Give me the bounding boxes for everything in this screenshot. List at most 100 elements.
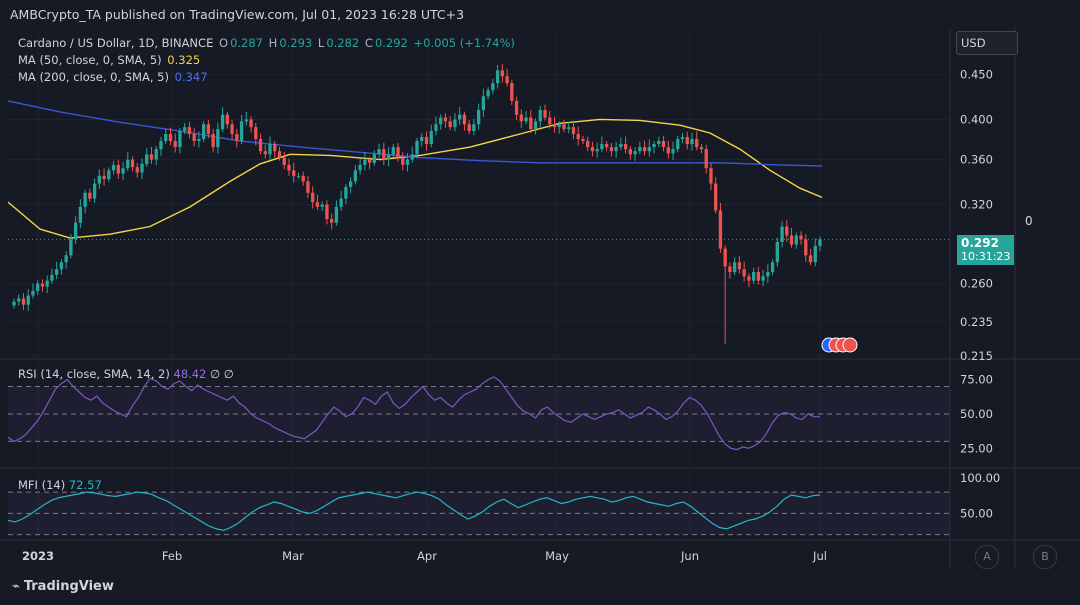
candle-body [405, 159, 410, 165]
candle-body [652, 144, 656, 148]
candle-body [396, 147, 400, 158]
candle-body [145, 154, 149, 164]
high-value: 0.293 [279, 36, 313, 50]
candle-body [353, 170, 358, 182]
candle-body [45, 280, 49, 287]
candle-body [443, 117, 448, 122]
time-tick-label: Jul [812, 549, 827, 563]
time-tick-label: Jun [680, 549, 699, 563]
candle-body [514, 100, 519, 115]
candle-body [642, 147, 647, 152]
candle-body [372, 154, 376, 163]
candle-body [704, 149, 708, 169]
candle-body [311, 192, 315, 203]
symbol-name: Cardano / US Dollar, 1D, BINANCE [18, 36, 214, 50]
currency-selector[interactable]: USD [956, 31, 1018, 55]
mfi-label: MFI (14) [18, 478, 66, 492]
price-tick-label: 0.360 [960, 153, 993, 167]
candle-body [334, 206, 339, 223]
candle-body [424, 136, 429, 145]
candle-body [510, 83, 514, 101]
candle-body [211, 134, 215, 148]
candle-body [83, 192, 87, 207]
candle-body [789, 235, 794, 245]
candle-body [458, 114, 462, 120]
rsi-tick-label: 25.00 [960, 441, 993, 455]
bar-countdown: 10:31:23 [961, 250, 1011, 263]
ma50-label: MA (50, close, 0, SMA, 5) [18, 53, 162, 67]
candle-body [140, 163, 144, 173]
high-label: H [268, 36, 278, 50]
candle-body [88, 192, 92, 199]
rsi-line [7, 376, 820, 451]
last-price: 0.292 [961, 236, 999, 250]
candle-body [751, 272, 756, 281]
brand-text: TradingView [23, 579, 114, 594]
candle-body [348, 181, 353, 188]
ma200-value: 0.347 [174, 70, 208, 84]
candle-body [661, 141, 666, 148]
candle-body [235, 134, 239, 142]
candle-body [216, 129, 220, 148]
b-scale-button[interactable]: B [1033, 545, 1057, 569]
candle-body [590, 147, 595, 152]
candle-body [154, 149, 158, 160]
candle-body [410, 154, 414, 160]
candle-body [728, 266, 732, 273]
candle-body [320, 204, 324, 207]
candle-body [808, 255, 813, 263]
candle-body [287, 164, 291, 171]
price-tick-label: 0.260 [960, 277, 993, 291]
candle-body [552, 124, 557, 128]
candle-body [40, 283, 45, 287]
candle-body [130, 159, 135, 168]
candle-body [102, 175, 106, 180]
auto-scale-button[interactable]: A [975, 545, 999, 569]
rsi-label: RSI (14, close, SMA, 14, 2) [18, 367, 170, 381]
candle-body [439, 117, 443, 125]
candle-body [623, 144, 628, 150]
candle-body [770, 262, 775, 273]
candle-body [529, 117, 533, 130]
candle-body [292, 170, 296, 176]
close-value: 0.292 [374, 36, 408, 50]
mfi-value: 72.57 [68, 478, 102, 492]
candle-body [386, 154, 391, 160]
candle-body [699, 147, 704, 150]
candle-body [595, 149, 599, 152]
candle-body [481, 96, 486, 111]
candle-body [657, 141, 661, 145]
rsi-extra: ∅ ∅ [210, 367, 234, 381]
candle-body [420, 136, 424, 142]
candle-body [505, 76, 509, 84]
candle-body [244, 119, 248, 122]
mfi-line [7, 491, 821, 531]
right-scale-zero: 0 [1025, 214, 1033, 228]
mfi-tick-label: 50.00 [960, 506, 993, 520]
candle-body [628, 149, 633, 155]
candle-body [604, 144, 609, 148]
candle-body [638, 147, 642, 152]
candle-body [804, 239, 808, 256]
candle-body [548, 117, 552, 125]
candle-body [448, 121, 452, 128]
candle-body [78, 206, 83, 223]
candle-body [453, 119, 457, 128]
candle-body [391, 147, 395, 155]
candle-body [633, 151, 637, 155]
candle-body [533, 121, 538, 130]
candle-body [92, 183, 97, 199]
candle-body [339, 198, 343, 207]
ma50-line [7, 118, 823, 239]
ohlc-row: Cardano / US Dollar, 1D, BINANCE O 0.287 … [18, 35, 517, 52]
candle-body [614, 147, 618, 152]
price-tick-label: 0.320 [960, 197, 993, 211]
candle-body [69, 239, 73, 256]
candle-body [301, 175, 305, 182]
candle-body [329, 219, 334, 223]
candle-body [600, 144, 604, 150]
candle-body [192, 134, 196, 142]
candle-body [685, 136, 689, 145]
candle-body [164, 134, 168, 142]
